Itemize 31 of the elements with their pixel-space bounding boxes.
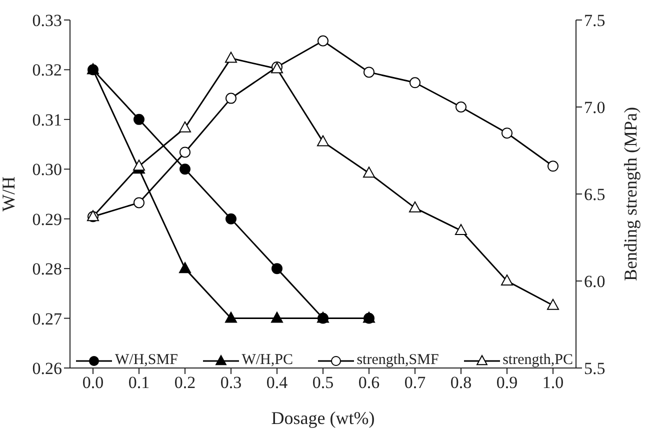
x-tick-label: 0.9 [496,373,518,392]
x-tick-label: 0.5 [312,373,334,392]
x-tick-label: 1.0 [542,373,564,392]
x-tick-label: 0.3 [220,373,242,392]
legend-label: strength,PC [502,352,573,369]
x-tick-label: 0.7 [404,373,426,392]
y2-tick-label: 5.5 [584,359,606,378]
x-tick-label: 0.0 [82,373,104,392]
y-tick-label: 0.30 [32,160,62,180]
y-axis-title: W/H [0,176,18,212]
x-tick-label: 0.4 [266,373,288,392]
y2-tick-label: 7.0 [584,98,606,118]
x-tick-label: 0.2 [174,373,196,392]
y2-tick-label: 6.5 [584,185,606,204]
y2-tick-label: 7.5 [584,11,606,30]
legend-label: W/H,PC [242,352,293,369]
y-tick-label: 0.32 [32,60,62,80]
y-tick-label: 0.29 [32,210,62,229]
y-tick-label: 0.27 [32,309,62,328]
x-tick-label: 0.6 [358,373,380,392]
y-tick-label: 0.31 [32,110,62,130]
y-tick-label: 0.26 [32,359,62,378]
y2-axis-title: Bending strength (MPa) [620,107,640,281]
legend-label: strength,SMF [356,352,439,369]
x-tick-label: 0.1 [128,373,150,392]
y-tick-label: 0.28 [32,260,62,279]
x-tick-label: 0.8 [450,373,472,392]
y-tick-label: 0.33 [32,11,62,30]
x-axis-title: Dosage (wt%) [271,408,375,428]
y2-tick-label: 6.0 [584,272,606,292]
legend-label: W/H,SMF [115,352,178,369]
